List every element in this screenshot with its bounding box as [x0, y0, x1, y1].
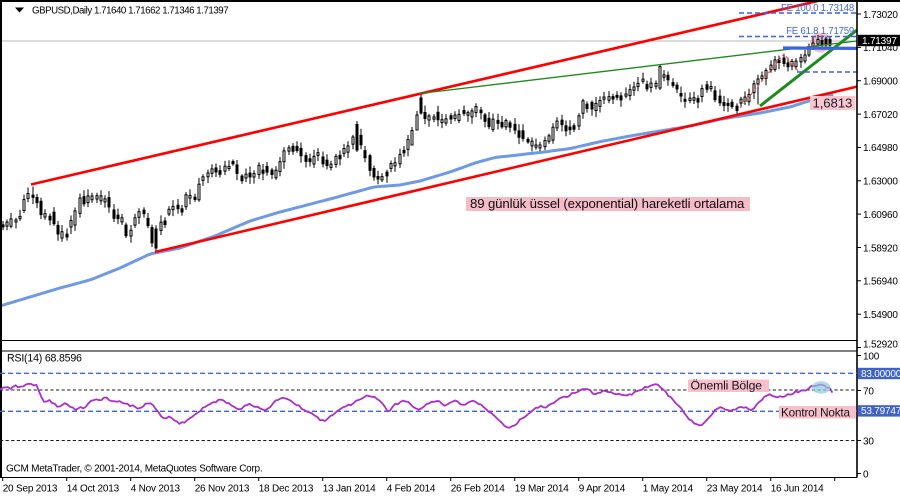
- svg-text:4 Nov 2013: 4 Nov 2013: [131, 484, 181, 495]
- svg-text:1.63000: 1.63000: [863, 177, 898, 188]
- svg-text:19 Mar 2014: 19 Mar 2014: [515, 484, 570, 495]
- svg-text:1.58920: 1.58920: [863, 243, 898, 254]
- svg-text:1 May 2014: 1 May 2014: [643, 484, 694, 495]
- svg-text:9 Apr 2014: 9 Apr 2014: [579, 484, 626, 495]
- svg-text:GBPUSD,Daily 1.71640 1.71662: GBPUSD,Daily 1.71640 1.71662 1.71346 1.7…: [32, 6, 228, 17]
- svg-text:1.56940: 1.56940: [863, 277, 898, 288]
- svg-text:1.60960: 1.60960: [863, 210, 898, 221]
- svg-text:Önemli Bölge: Önemli Bölge: [691, 379, 763, 393]
- svg-text:1.54900: 1.54900: [863, 310, 898, 321]
- svg-text:1.64980: 1.64980: [863, 143, 898, 154]
- svg-text:26 Feb 2014: 26 Feb 2014: [451, 484, 506, 495]
- svg-text:83.00000: 83.00000: [861, 369, 900, 380]
- svg-text:100: 100: [863, 351, 880, 362]
- svg-text:89 günlük üssel (exponential): 89 günlük üssel (exponential) hareketli …: [470, 196, 745, 211]
- svg-text:70: 70: [863, 386, 874, 397]
- svg-text:FE 61.8 1.71759: FE 61.8 1.71759: [786, 26, 854, 37]
- svg-text:14 Oct 2013: 14 Oct 2013: [67, 484, 120, 495]
- svg-text:1.71040: 1.71040: [863, 43, 898, 54]
- svg-text:Kontrol Nokta: Kontrol Nokta: [781, 406, 851, 419]
- svg-text:0: 0: [863, 469, 869, 480]
- svg-text:20 Sep 2013: 20 Sep 2013: [3, 484, 58, 495]
- svg-text:1.69000: 1.69000: [863, 77, 898, 88]
- svg-text:26 Nov 2013: 26 Nov 2013: [195, 484, 250, 495]
- svg-text:30: 30: [863, 436, 874, 447]
- svg-text:RSI(14) 68.8596: RSI(14) 68.8596: [7, 353, 82, 365]
- svg-text:GCM MetaTrader, © 2001-2014, M: GCM MetaTrader, © 2001-2014, MetaQuotes …: [6, 464, 262, 475]
- svg-text:1.71397: 1.71397: [862, 36, 897, 47]
- svg-text:23 May 2014: 23 May 2014: [707, 484, 763, 495]
- svg-text:1,6813: 1,6813: [813, 96, 853, 111]
- svg-text:16 Jun 2014: 16 Jun 2014: [771, 484, 824, 495]
- svg-text:18 Dec 2013: 18 Dec 2013: [259, 484, 314, 495]
- svg-text:13 Jan 2014: 13 Jan 2014: [323, 484, 376, 495]
- svg-text:1.67020: 1.67020: [863, 110, 898, 121]
- svg-text:53.79747: 53.79747: [861, 406, 900, 417]
- svg-text:1.73020: 1.73020: [863, 10, 898, 21]
- svg-text:FE 100.0 1.73148: FE 100.0 1.73148: [781, 3, 854, 14]
- svg-text:1.52920: 1.52920: [863, 340, 898, 351]
- svg-text:4 Feb 2014: 4 Feb 2014: [387, 484, 436, 495]
